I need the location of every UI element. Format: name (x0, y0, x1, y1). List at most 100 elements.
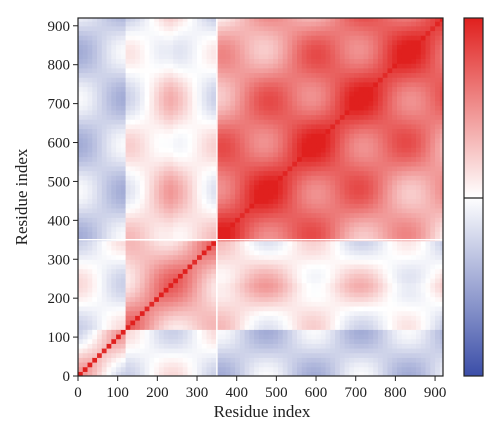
heatmap-cell (87, 100, 93, 106)
heatmap-cell (206, 170, 212, 176)
heatmap-cell (368, 361, 374, 368)
heatmap-cell (282, 207, 289, 214)
heatmap-cell (92, 123, 98, 130)
heatmap-cell (373, 133, 379, 139)
heatmap-cell (216, 263, 222, 270)
heatmap-cell (220, 352, 227, 358)
heatmap-cell (206, 357, 212, 363)
heatmap-cell (87, 226, 93, 232)
heatmap-cell (273, 249, 279, 256)
heatmap-cell (230, 231, 236, 237)
heatmap-cell (97, 119, 103, 125)
heatmap-cell (249, 81, 255, 88)
heatmap-cell (192, 361, 198, 368)
heatmap-cell (292, 301, 298, 307)
heatmap-cell (316, 226, 322, 232)
heatmap-cell (292, 179, 298, 186)
heatmap-cell (149, 291, 155, 298)
heatmap-cell (125, 123, 131, 130)
heatmap-cell (78, 207, 84, 214)
heatmap-cell (301, 329, 308, 335)
heatmap-cell (258, 100, 265, 106)
heatmap-cell (292, 296, 298, 302)
heatmap-cell (239, 128, 246, 134)
heatmap-cell (325, 310, 331, 316)
heatmap-cell (87, 161, 93, 167)
heatmap-cell (135, 142, 141, 148)
heatmap-cell (82, 72, 89, 78)
heatmap-cell (101, 329, 108, 335)
heatmap-cell (277, 123, 284, 130)
heatmap-cell (335, 137, 341, 144)
heatmap-cell (230, 189, 236, 195)
heatmap-cell (282, 35, 289, 41)
heatmap-cell (235, 179, 241, 186)
heatmap-cell (354, 221, 360, 228)
heatmap-cell (78, 147, 84, 153)
heatmap-cell (273, 235, 279, 242)
heatmap-cell (358, 30, 365, 36)
heatmap-cell (78, 245, 84, 251)
heatmap-cell (154, 207, 160, 214)
heatmap-cell (216, 193, 222, 200)
heatmap-cell (382, 324, 389, 330)
heatmap-cell (111, 18, 117, 22)
heatmap-cell (287, 282, 293, 288)
heatmap-cell (330, 105, 336, 111)
heatmap-cell (197, 184, 203, 190)
heatmap-cell (235, 142, 241, 148)
heatmap-cell (258, 347, 265, 354)
heatmap-cell (292, 352, 298, 358)
heatmap-cell (235, 207, 241, 214)
heatmap-cell (78, 95, 84, 102)
heatmap-cell (144, 231, 151, 237)
heatmap-cell (220, 156, 227, 162)
heatmap-cell (316, 347, 322, 354)
heatmap-cell (197, 170, 203, 176)
heatmap-cell (168, 44, 174, 50)
heatmap-cell (163, 133, 170, 139)
heatmap-cell (263, 165, 270, 172)
heatmap-cell (120, 343, 127, 349)
heatmap-cell (306, 338, 312, 344)
heatmap-cell (82, 268, 89, 274)
heatmap-cell (197, 333, 203, 340)
heatmap-cell (377, 305, 384, 312)
heatmap-cell (273, 95, 279, 102)
heatmap-cell (197, 25, 203, 32)
heatmap-cell (116, 128, 122, 134)
heatmap-cell (277, 371, 284, 376)
heatmap-cell (116, 347, 122, 354)
heatmap-cell (311, 254, 317, 260)
heatmap-cell (335, 95, 341, 102)
heatmap-cell (216, 226, 222, 232)
heatmap-cell (154, 114, 160, 120)
heatmap-cell (163, 25, 170, 32)
heatmap-cell (335, 207, 341, 214)
heatmap-cell (382, 282, 389, 288)
heatmap-cell (158, 35, 165, 41)
heatmap-cell (149, 296, 155, 302)
heatmap-cell (111, 77, 117, 83)
heatmap-cell (382, 240, 389, 246)
heatmap-cell (82, 170, 89, 176)
heatmap-cell (311, 282, 317, 288)
heatmap-cell (168, 147, 174, 153)
heatmap-cell (225, 235, 231, 242)
heatmap-cell (173, 259, 179, 265)
heatmap-cell (101, 287, 108, 293)
heatmap-cell (306, 371, 312, 376)
heatmap-cell (177, 58, 184, 64)
heatmap-cell (316, 128, 322, 134)
heatmap-cell (125, 259, 131, 265)
heatmap-cell (144, 100, 151, 106)
heatmap-cell (363, 254, 370, 260)
heatmap-cell (201, 333, 208, 340)
heatmap-cell (78, 67, 84, 74)
heatmap-cell (230, 81, 236, 88)
heatmap-cell (363, 63, 370, 69)
heatmap-cell (377, 198, 384, 204)
heatmap-cell (92, 347, 98, 354)
heatmap-cell (173, 282, 179, 288)
heatmap-cell (97, 226, 103, 232)
